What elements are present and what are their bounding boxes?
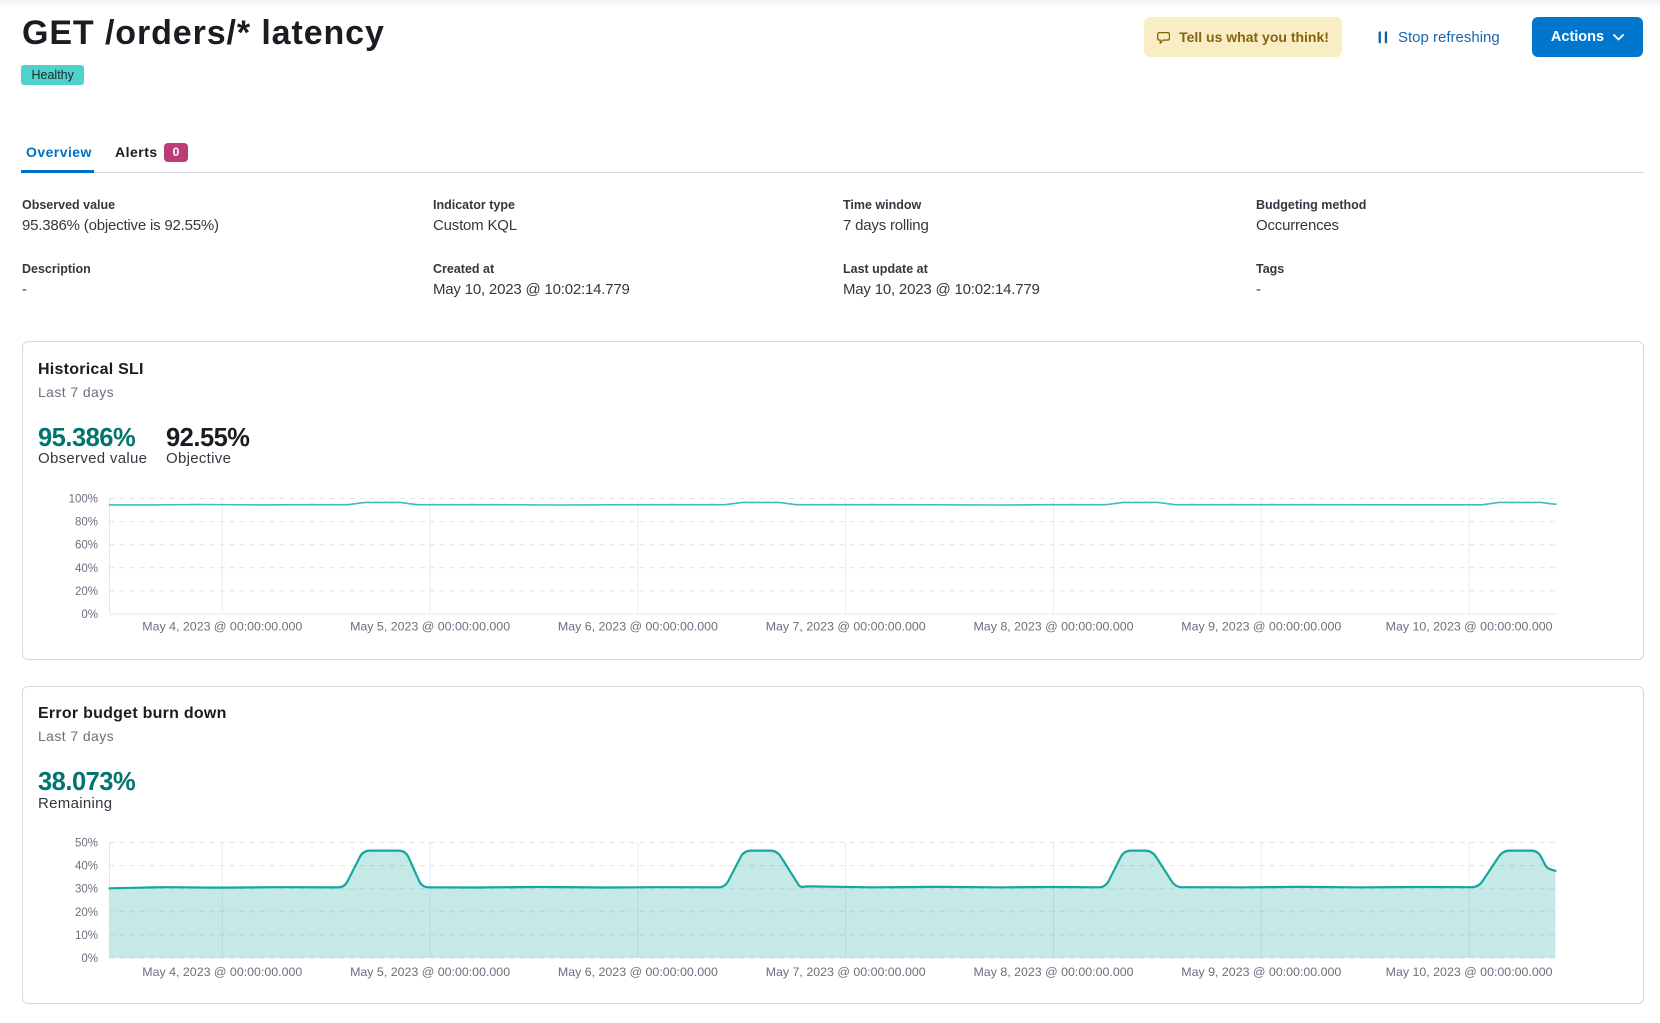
svg-text:May 8, 2023 @ 00:00:00.000: May 8, 2023 @ 00:00:00.000 — [973, 965, 1133, 979]
svg-text:May 10, 2023 @ 00:00:00.000: May 10, 2023 @ 00:00:00.000 — [1386, 965, 1553, 979]
svg-text:0%: 0% — [81, 953, 98, 965]
svg-text:10%: 10% — [75, 930, 98, 942]
svg-text:40%: 40% — [75, 563, 98, 575]
svg-text:30%: 30% — [75, 884, 98, 896]
svg-text:May 6, 2023 @ 00:00:00.000: May 6, 2023 @ 00:00:00.000 — [558, 620, 718, 634]
svg-text:20%: 20% — [75, 907, 98, 919]
svg-text:May 5, 2023 @ 00:00:00.000: May 5, 2023 @ 00:00:00.000 — [350, 965, 510, 979]
svg-text:May 9, 2023 @ 00:00:00.000: May 9, 2023 @ 00:00:00.000 — [1181, 620, 1341, 634]
svg-text:80%: 80% — [75, 517, 98, 529]
svg-text:0%: 0% — [81, 609, 98, 621]
svg-text:60%: 60% — [75, 540, 98, 552]
svg-text:May 4, 2023 @ 00:00:00.000: May 4, 2023 @ 00:00:00.000 — [142, 965, 302, 979]
svg-text:May 4, 2023 @ 00:00:00.000: May 4, 2023 @ 00:00:00.000 — [142, 620, 302, 634]
svg-text:May 9, 2023 @ 00:00:00.000: May 9, 2023 @ 00:00:00.000 — [1181, 965, 1341, 979]
svg-text:May 5, 2023 @ 00:00:00.000: May 5, 2023 @ 00:00:00.000 — [350, 620, 510, 634]
svg-text:May 6, 2023 @ 00:00:00.000: May 6, 2023 @ 00:00:00.000 — [558, 965, 718, 979]
svg-text:50%: 50% — [75, 838, 98, 850]
svg-text:May 8, 2023 @ 00:00:00.000: May 8, 2023 @ 00:00:00.000 — [973, 620, 1133, 634]
svg-text:May 7, 2023 @ 00:00:00.000: May 7, 2023 @ 00:00:00.000 — [766, 620, 926, 634]
svg-text:20%: 20% — [75, 586, 98, 598]
svg-text:100%: 100% — [69, 494, 98, 506]
svg-text:May 10, 2023 @ 00:00:00.000: May 10, 2023 @ 00:00:00.000 — [1386, 620, 1553, 634]
svg-text:40%: 40% — [75, 861, 98, 873]
svg-text:May 7, 2023 @ 00:00:00.000: May 7, 2023 @ 00:00:00.000 — [766, 965, 926, 979]
